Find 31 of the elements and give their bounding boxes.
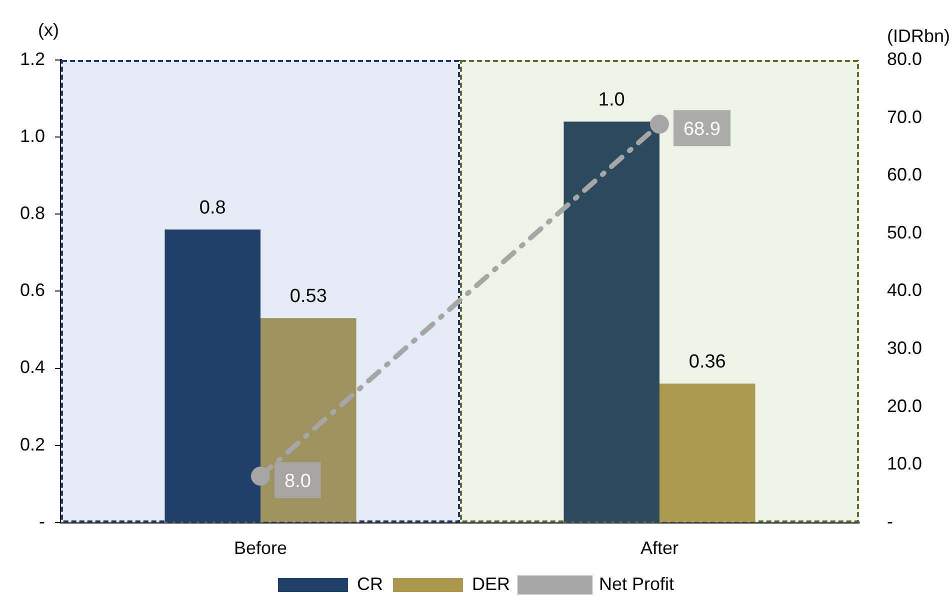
y2-tick-label: - <box>886 511 893 532</box>
y2-tick-label: 60.0 <box>886 164 922 185</box>
bar <box>659 384 756 522</box>
data-label: 0.8 <box>199 198 226 219</box>
y2-axis-title: (IDRbn) <box>886 26 950 46</box>
data-label: 8.0 <box>284 471 311 492</box>
y-tick-label: 0.2 <box>20 434 46 454</box>
legend-label: CR <box>356 574 383 594</box>
legend-label: DER <box>472 574 510 594</box>
y2-tick-label: 10.0 <box>886 454 922 474</box>
bar <box>564 122 660 522</box>
y-tick-label: 0.4 <box>20 357 46 378</box>
x-tick-label: After <box>640 538 678 558</box>
y-tick-label: - <box>39 511 46 532</box>
y-tick-label: 1.0 <box>20 126 46 146</box>
y2-tick-label: 70.0 <box>886 106 922 127</box>
y-tick-label: 1.2 <box>20 48 46 69</box>
y-axis-title: (x) <box>38 20 59 40</box>
y2-tick-label: 40.0 <box>886 280 922 300</box>
y2-tick-label: 30.0 <box>886 338 922 358</box>
data-label: 0.53 <box>290 286 327 308</box>
y2-tick-label: 20.0 <box>886 396 922 416</box>
data-label: 0.36 <box>688 352 726 373</box>
y-tick-label: 0.8 <box>20 203 46 224</box>
legend-label: Net Profit <box>598 574 674 594</box>
data-label: 1.0 <box>598 90 625 111</box>
data-label: 68.9 <box>683 119 720 140</box>
x-tick-label: Before <box>234 538 288 558</box>
y-tick-label: 0.6 <box>20 280 46 300</box>
y2-tick-label: 50.0 <box>886 222 922 242</box>
y2-tick-label: 80.0 <box>886 48 922 69</box>
